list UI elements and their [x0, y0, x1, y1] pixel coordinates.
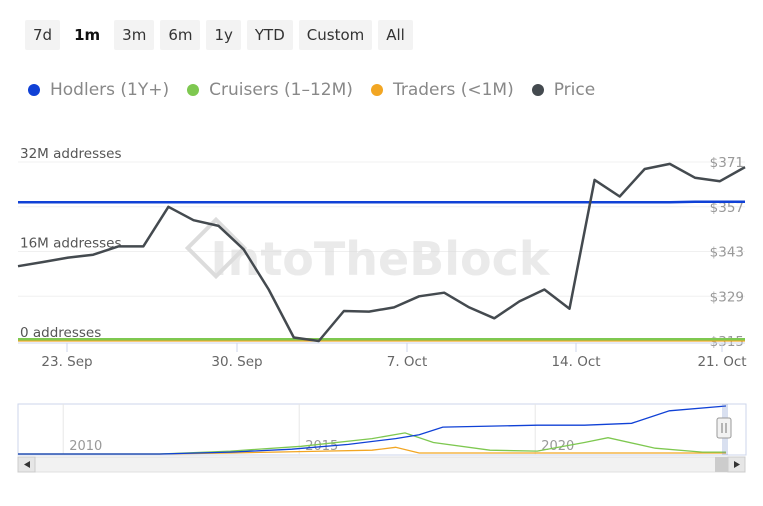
legend-item[interactable]: Price	[531, 80, 596, 100]
navigator-chart[interactable]: 2010 2015 2020	[0, 395, 763, 480]
range-button-ytd[interactable]: YTD	[246, 20, 293, 50]
range-button-3m[interactable]: 3m	[114, 20, 155, 50]
legend-label: Traders (<1M)	[392, 80, 514, 100]
x-tick-label: 23. Sep	[41, 354, 92, 370]
main-chart: IntoTheBlock 0 addresses 16M addresses 32M …	[17, 146, 747, 370]
right-axis-label: $329	[710, 289, 744, 305]
legend-item[interactable]: Traders (<1M)	[370, 80, 514, 100]
navigator-handle[interactable]	[716, 417, 732, 439]
legend-item[interactable]: Cruisers (1–12M)	[187, 80, 353, 100]
watermark-logo-icon	[184, 216, 248, 280]
range-selector: 7d 1m 3m 6m 1y YTD Custom All	[25, 20, 413, 50]
range-button-1m[interactable]: 1m	[66, 20, 109, 50]
navigator-series-line	[18, 432, 726, 455]
legend-label: Cruisers (1–12M)	[209, 80, 353, 100]
x-tick-label: 30. Sep	[211, 354, 262, 370]
right-axis-label: $357	[710, 200, 744, 216]
range-button-7d[interactable]: 7d	[25, 20, 61, 50]
chart-legend: Hodlers (1Y+) Cruisers (1–12M) Traders (<1…	[28, 80, 595, 100]
legend-dot-icon	[28, 84, 40, 96]
watermark-text: IntoTheBlock	[210, 232, 550, 286]
x-tick-label: 14. Oct	[551, 354, 600, 370]
navigator-year-label: 2020	[541, 439, 574, 454]
series-line-price	[17, 162, 746, 343]
left-axis-label: 32M addresses	[20, 146, 122, 162]
legend-label: Hodlers (1Y+)	[50, 80, 170, 100]
arrow-left-icon	[24, 461, 30, 468]
legend-dot-icon	[531, 84, 544, 96]
navigator-handle-grip[interactable]	[716, 417, 732, 439]
series-line-hodlers	[18, 200, 745, 204]
x-tick-label: 7. Oct	[387, 354, 428, 370]
right-axis-label: $315	[710, 334, 744, 350]
legend-label: Price	[553, 80, 596, 100]
left-axis-label: 0 addresses	[20, 325, 101, 341]
range-button-6m[interactable]: 6m	[160, 20, 201, 50]
scrollbar-track[interactable]	[17, 456, 746, 473]
navigator-frame	[17, 403, 747, 456]
navigator-series-line	[18, 405, 727, 455]
range-button-1y[interactable]: 1y	[206, 20, 241, 50]
right-axis-label: $343	[710, 245, 744, 261]
scrollbar-thumb[interactable]	[715, 457, 728, 472]
right-axis-label: $371	[710, 155, 744, 171]
range-button-custom[interactable]: Custom	[298, 20, 373, 50]
arrow-right-icon	[734, 461, 740, 468]
legend-dot-icon	[370, 84, 383, 96]
legend-dot-icon	[187, 84, 200, 96]
x-tick-label: 21. Oct	[697, 354, 746, 370]
navigator-year-label: 2010	[69, 439, 102, 454]
legend-item[interactable]: Hodlers (1Y+)	[28, 80, 169, 100]
left-axis-label: 16M addresses	[20, 236, 122, 252]
range-button-all[interactable]: All	[378, 20, 413, 50]
